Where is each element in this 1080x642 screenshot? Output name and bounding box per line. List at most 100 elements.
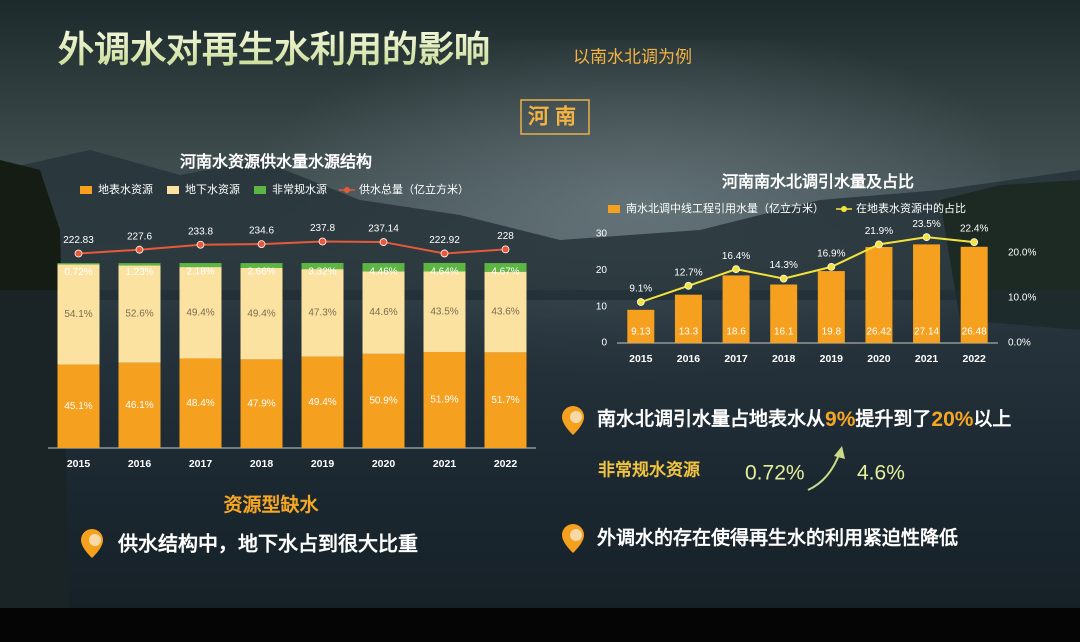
bar [179,358,222,448]
line-point [501,245,510,254]
nonconventional-to: 4.6% [857,462,905,485]
line-series [78,240,506,255]
legend-label: 地表水资源 [98,182,153,196]
data-label: 47.3% [308,307,336,318]
line-point [440,249,449,258]
y-tick-label: 30 [596,229,608,240]
bar [865,247,893,343]
y-tick-label: 0 [601,338,607,349]
data-label: 50.9% [369,396,397,407]
bar [423,271,466,352]
region-label: 河南 [528,105,582,129]
x-tick-label: 2017 [189,458,213,470]
x-tick-label: 2021 [433,458,457,470]
data-label: 0.72% [64,267,92,278]
y-tick-label: 20 [596,265,608,276]
data-label: 227.6 [127,231,152,242]
bar [362,353,405,448]
data-label: 43.5% [430,306,458,317]
data-label: 237.14 [368,224,399,235]
data-label: 19.8 [822,327,842,338]
bar [362,263,405,272]
x-tick-label: 2015 [629,353,653,365]
x-tick-label: 2020 [867,353,891,365]
data-label: 14.3% [770,260,798,271]
text-part: 以上 [973,408,1011,430]
data-label: 48.4% [186,398,214,409]
data-label: 228 [497,231,514,242]
data-label: 23.5% [912,219,940,230]
line-series [640,236,975,303]
bar [722,275,750,343]
line-point [318,237,327,246]
data-label: 18.6 [726,327,746,338]
text-part: 南水北调引水量占地表水从 [597,407,825,430]
bar [423,351,466,448]
chart-title: 河南南水北调引水量及占比 [722,172,914,191]
line-point [636,298,645,306]
bar [960,246,988,343]
bar [484,352,527,448]
bar [423,262,466,272]
x-tick-label: 2020 [372,458,396,470]
slide-subtitle: 以南水北调为例 [573,47,692,66]
x-tick-label: 2017 [724,353,748,365]
bar [57,364,100,448]
data-label: 4.64% [430,267,458,278]
x-tick-label: 2021 [915,353,939,365]
x-tick-label: 2016 [677,353,701,365]
data-label: 16.4% [722,251,750,262]
x-tick-label: 2022 [963,353,987,365]
legend-swatch [254,186,266,194]
legend-label: 南水北调中线工程引用水量（亿立方米） [626,201,824,215]
line-point [827,262,836,271]
bar [913,244,941,343]
bar [484,271,527,353]
data-label: 4.46% [369,267,397,278]
bar [240,267,283,360]
bar [817,271,845,343]
x-tick-label: 2018 [250,458,274,470]
data-label: 26.42 [866,327,891,338]
x-tick-label: 2015 [67,458,91,470]
bar [362,271,405,354]
line-point [196,240,205,249]
legend-swatch [80,186,92,194]
data-label: 21.9% [865,226,893,237]
left-point: 供水结构中，地下水占到很大比重 [117,531,418,555]
x-tick-label: 2016 [128,458,152,470]
bar [179,267,222,359]
left-note: 资源型缺水 [223,493,319,516]
pin-icon [562,406,584,435]
line-point [970,238,979,247]
data-label: 49.4% [186,307,214,318]
data-label: 54.1% [64,309,92,320]
data-label: 1.23% [125,267,153,278]
region-box [520,99,590,135]
data-label: 237.8 [310,223,335,234]
data-label: 16.9% [817,249,845,260]
data-label: 51.9% [430,395,458,406]
data-label: 45.1% [64,401,92,412]
bar [301,356,344,448]
data-label: 222.92 [429,235,460,246]
bar [118,263,161,266]
data-label: 26.48 [962,327,987,338]
y-tick-label: 10 [596,301,608,312]
data-label: 46.1% [125,400,153,411]
y2-tick-label: 0.0% [1008,338,1031,349]
right-point-2: 外调水的存在使得再生水的利用紧迫性降低 [597,526,958,549]
legend-swatch [608,205,620,213]
data-label: 233.8 [188,226,213,237]
data-label: 9.13 [631,327,651,338]
line-point [922,233,931,242]
highlight: 9% [825,408,856,431]
data-label: 222.83 [63,235,94,246]
pin-icon [81,529,103,558]
bar [240,359,283,448]
line-point [135,245,144,254]
